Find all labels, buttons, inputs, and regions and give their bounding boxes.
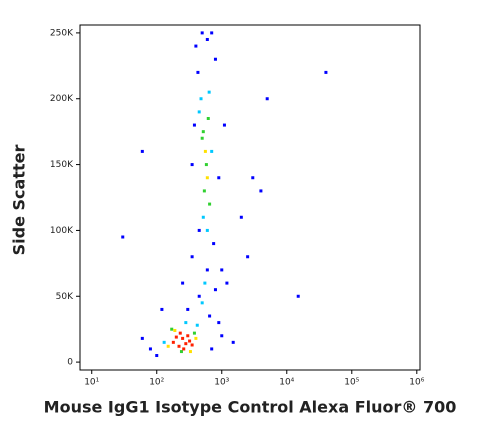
point	[210, 149, 214, 153]
point	[186, 334, 190, 338]
point	[220, 334, 224, 338]
point	[203, 281, 207, 285]
point	[200, 31, 204, 35]
x-tick-label: 10²	[149, 378, 164, 388]
point	[195, 323, 199, 327]
point	[204, 163, 208, 167]
point	[203, 149, 207, 153]
x-axis-label: Mouse IgG1 Isotype Control Alexa Fluor® …	[44, 398, 457, 417]
point	[140, 149, 144, 153]
point	[196, 70, 200, 74]
point	[265, 97, 269, 101]
point	[181, 336, 185, 340]
point	[231, 340, 235, 344]
point	[210, 347, 214, 351]
point	[197, 110, 201, 114]
point	[197, 228, 201, 232]
point	[210, 31, 214, 35]
point	[205, 176, 209, 180]
plot-frame	[79, 24, 421, 371]
y-tick-label: 100K	[50, 226, 74, 236]
point	[192, 123, 196, 127]
x-tick-label: 10³	[214, 378, 229, 388]
y-tick-label: 250K	[50, 28, 74, 38]
point	[205, 268, 209, 272]
point	[217, 176, 221, 180]
x-tick-label: 10⁵	[344, 378, 359, 388]
point	[188, 350, 192, 354]
y-axis-label: Side Scatter	[10, 145, 29, 256]
point	[121, 235, 125, 239]
point	[207, 90, 211, 94]
point	[213, 57, 217, 61]
point	[177, 344, 181, 348]
point	[160, 307, 164, 311]
point	[251, 176, 255, 180]
point	[213, 288, 217, 292]
point	[296, 294, 300, 298]
x-tick-label: 10¹	[84, 378, 99, 388]
point	[246, 255, 250, 259]
point	[148, 347, 152, 351]
point	[140, 336, 144, 340]
point	[200, 301, 204, 305]
point	[186, 307, 190, 311]
point	[173, 328, 177, 332]
y-tick-label: 150K	[50, 160, 74, 170]
point	[222, 123, 226, 127]
point	[324, 70, 328, 74]
point	[178, 331, 182, 335]
point	[225, 281, 229, 285]
point	[201, 215, 205, 219]
x-tick-label: 10⁴	[279, 378, 294, 388]
point	[166, 344, 170, 348]
point	[194, 44, 198, 48]
point	[155, 354, 159, 358]
point	[179, 350, 183, 354]
point	[190, 255, 194, 259]
x-tick-label: 10⁶	[409, 378, 424, 388]
point	[239, 215, 243, 219]
point	[197, 294, 201, 298]
point	[174, 335, 178, 339]
point	[217, 321, 221, 325]
point	[181, 281, 185, 285]
point	[205, 228, 209, 232]
y-tick-label: 50K	[56, 292, 74, 302]
point	[184, 321, 188, 325]
point	[171, 340, 175, 344]
point	[200, 136, 204, 140]
y-tick-label: 200K	[50, 94, 74, 104]
point	[208, 314, 212, 318]
point	[190, 163, 194, 167]
point	[201, 130, 205, 134]
point	[259, 189, 263, 193]
point	[199, 97, 203, 101]
y-tick-label: 0	[67, 358, 73, 368]
point	[170, 327, 174, 331]
point	[212, 242, 216, 246]
point	[205, 37, 209, 41]
point	[202, 189, 206, 193]
point	[192, 331, 196, 335]
point	[184, 342, 188, 346]
point	[220, 268, 224, 272]
point	[188, 339, 192, 343]
point	[206, 116, 210, 120]
point	[162, 340, 166, 344]
point	[194, 336, 198, 340]
point	[190, 343, 194, 347]
point	[182, 347, 186, 351]
point	[208, 202, 212, 206]
